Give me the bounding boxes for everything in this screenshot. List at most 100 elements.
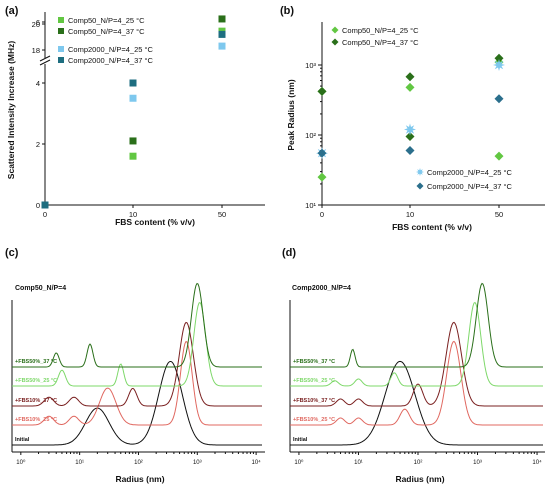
b-point <box>317 148 327 158</box>
d-trace-label: +FBS50%_25 °C <box>293 378 335 384</box>
b-point <box>493 59 505 71</box>
d-trace-label: +FBS10%_25 °C <box>293 417 335 423</box>
b-legend-marker <box>416 182 424 190</box>
panel-c: (c) Comp50_N/P=4 10⁰ 10¹ 10² 10³ 10⁴ Initial… <box>5 247 265 484</box>
b-legend-label: Comp2000_N/P=4_37 °C <box>427 182 513 191</box>
d-panel-title: Comp2000_N/P=4 <box>292 285 351 292</box>
a-y-tick-label: 4 <box>36 79 40 88</box>
b-y-tick-label: 10² <box>305 131 316 140</box>
a-legend-swatch <box>58 46 64 52</box>
c-traces: Initial +FBS10%_25 °C +FBS10%_37 °C +FBS50%… <box>12 282 262 446</box>
b-point <box>317 86 327 96</box>
panel-c-label: (c) <box>5 247 19 259</box>
a-y-tick-label: 2 <box>36 140 40 149</box>
a-x-tick-label: 10 <box>129 210 137 219</box>
a-point <box>218 15 226 23</box>
a-legend-swatch <box>58 17 64 23</box>
a-y-tick-label: 6 <box>36 18 40 27</box>
b-y-ticks: 10¹ 10² 10³ <box>305 61 322 210</box>
d-x-tick-label: 10⁴ <box>532 459 542 466</box>
c-x-tick-label: 10² <box>134 460 143 466</box>
a-legend: Comp50_N/P=4_25 °C Comp50_N/P=4_37 °C Comp… <box>58 16 154 65</box>
a-x-tick-label: 50 <box>218 210 226 219</box>
d-x-tick-label: 10¹ <box>354 460 363 466</box>
b-point <box>405 132 415 142</box>
a-x-label: FBS content (% v/v) <box>115 217 195 227</box>
b-y-tick-label: 10³ <box>305 61 316 70</box>
a-point <box>41 201 49 209</box>
c-trace-line <box>12 361 262 446</box>
panel-b-label: (b) <box>280 5 294 17</box>
c-x-label: Radius (nm) <box>115 474 164 484</box>
a-legend-swatch <box>58 28 64 34</box>
c-panel-title: Comp50_N/P=4 <box>15 285 66 292</box>
b-legend-label: Comp2000_N/P=4_25 °C <box>427 168 513 177</box>
b-point <box>404 123 416 136</box>
c-trace-label: +FBS50%_37 °C <box>15 359 57 365</box>
a-y-tick-label: 20 <box>32 20 40 29</box>
c-x-tick-label: 10⁰ <box>16 459 26 466</box>
c-trace-line <box>12 282 262 368</box>
d-trace-line <box>290 301 543 387</box>
c-trace-label: Initial <box>15 437 30 443</box>
c-x-tick-label: 10³ <box>193 460 202 466</box>
b-point <box>405 72 415 82</box>
d-x-ticks: 10⁰ 10¹ 10² 10³ 10⁴ <box>294 452 542 466</box>
panel-a-label: (a) <box>5 5 19 17</box>
a-point <box>218 30 226 38</box>
b-point <box>494 151 504 161</box>
b-x-tick-label: 50 <box>495 210 503 219</box>
d-trace-line <box>290 282 543 368</box>
b-legend: Comp50_N/P=4_25 °C Comp50_N/P=4_37 °C Comp… <box>331 26 513 191</box>
d-trace-line <box>290 340 543 426</box>
c-trace-label: +FBS50%_25 °C <box>15 378 57 384</box>
c-trace-label: +FBS10%_37 °C <box>15 398 57 404</box>
b-legend-marker <box>331 38 339 46</box>
panel-d: (d) Comp2000_N/P=4 10⁰ 10¹ 10² 10³ 10⁴ Initi… <box>282 247 545 484</box>
d-trace-line <box>290 360 543 446</box>
a-legend-label: Comp2000_N/P=4_37 °C <box>68 56 154 65</box>
b-point <box>405 82 415 92</box>
b-data-points <box>316 53 505 182</box>
b-x-tick-label: 0 <box>320 210 324 219</box>
panel-d-label: (d) <box>282 247 296 259</box>
a-point <box>129 152 137 160</box>
d-x-tick-label: 10³ <box>473 460 482 466</box>
a-point <box>218 42 226 50</box>
c-x-tick-label: 10¹ <box>75 460 84 466</box>
b-legend-label: Comp50_N/P=4_25 °C <box>342 26 419 35</box>
a-legend-swatch <box>58 57 64 63</box>
d-trace-line <box>290 321 543 407</box>
b-point <box>317 172 327 182</box>
a-point <box>129 79 137 87</box>
a-legend-label: Comp2000_N/P=4_25 °C <box>68 45 154 54</box>
a-point <box>129 94 137 102</box>
b-point <box>494 53 504 63</box>
a-point <box>129 137 137 145</box>
b-y-tick-label: 10¹ <box>305 201 316 210</box>
c-x-ticks: 10⁰ 10¹ 10² 10³ 10⁴ <box>16 452 261 466</box>
c-trace-label: +FBS10%_25 °C <box>15 417 57 423</box>
b-legend-label: Comp50_N/P=4_37 °C <box>342 38 419 47</box>
d-x-tick-label: 10² <box>414 460 423 466</box>
b-x-ticks: 0 10 50 <box>320 205 503 219</box>
d-x-tick-label: 10⁰ <box>294 459 304 466</box>
a-legend-label: Comp50_N/P=4_25 °C <box>68 16 145 25</box>
d-trace-label: +FBS10%_37 °C <box>293 398 335 404</box>
a-x-tick-label: 0 <box>43 210 47 219</box>
c-x-tick-label: 10⁴ <box>251 459 261 466</box>
a-legend-label: Comp50_N/P=4_37 °C <box>68 27 145 36</box>
d-traces: Initial +FBS10%_25 °C +FBS10%_37 °C +FBS50%… <box>290 282 543 446</box>
c-trace-line <box>12 340 262 426</box>
d-x-label: Radius (nm) <box>395 474 444 484</box>
c-trace-line <box>12 301 262 387</box>
b-x-tick-label: 10 <box>406 210 414 219</box>
a-y-tick-label: 18 <box>32 46 40 55</box>
a-data-points <box>41 15 226 209</box>
d-trace-label: +FBS50%_37 °C <box>293 359 335 365</box>
c-trace-line <box>12 321 262 407</box>
